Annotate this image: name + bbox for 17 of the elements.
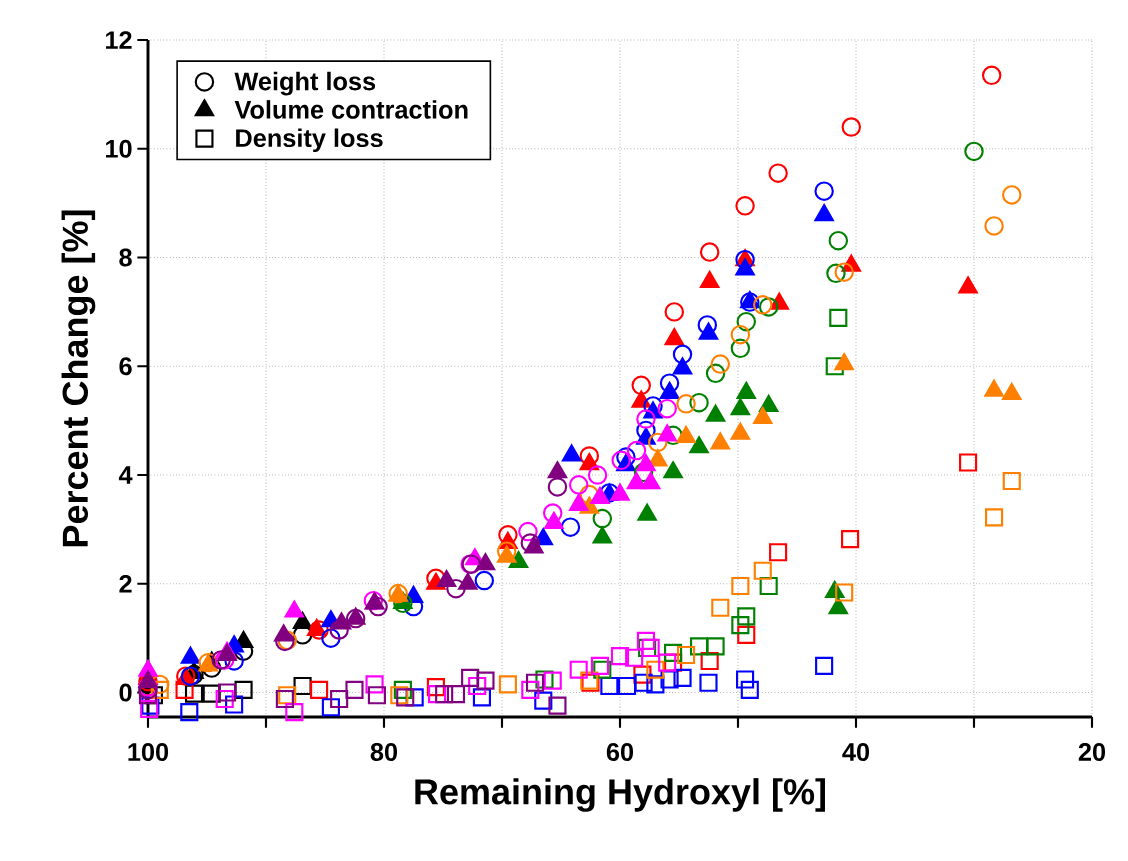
y-tick-label: 10 [106, 139, 132, 158]
legend-label: Volume contraction [234, 100, 468, 119]
x-tick-label: 80 [370, 743, 398, 761]
x-tick-label: 100 [128, 743, 169, 761]
x-tick-label: 60 [606, 743, 634, 761]
legend-label: Density loss [236, 128, 383, 153]
y-tick-label: 4 [118, 466, 133, 484]
legend-label: Weight loss [234, 71, 376, 96]
y-tick-label: 2 [119, 574, 132, 593]
y-axis-title: Percent Change [%] [61, 210, 96, 547]
y-tick-label: 8 [119, 248, 132, 267]
y-tick-label: 0 [119, 683, 132, 702]
y-tick-label: 6 [119, 357, 132, 376]
x-tick-label: 20 [1078, 743, 1106, 761]
x-tick-label: 40 [842, 743, 870, 761]
x-axis-title: Remaining Hydroxyl [%] [415, 778, 825, 812]
y-tick-label: 12 [106, 31, 132, 49]
